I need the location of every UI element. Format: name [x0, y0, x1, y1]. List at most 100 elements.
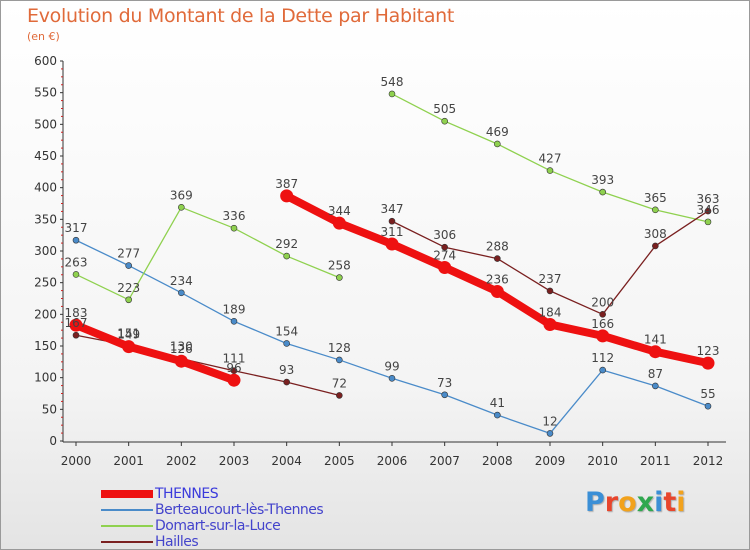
data-point	[543, 317, 557, 331]
chart-title: Evolution du Montant de la Dette par Hab…	[27, 5, 455, 27]
data-label: 274	[433, 248, 456, 262]
data-point	[596, 329, 610, 343]
data-point	[388, 90, 396, 98]
data-label: 393	[591, 173, 614, 187]
data-label: 200	[591, 295, 614, 309]
y-tick-label: 50	[42, 402, 57, 416]
x-tick-label: 2006	[377, 454, 408, 468]
data-label: 96	[226, 361, 241, 375]
data-label: 336	[223, 209, 246, 223]
data-point	[652, 242, 659, 250]
data-label: 346	[697, 203, 720, 217]
y-tick-label: 600	[34, 54, 57, 68]
data-label: 130	[170, 340, 193, 354]
data-label: 128	[328, 341, 351, 355]
data-label: 141	[644, 333, 667, 347]
data-point	[546, 430, 554, 437]
data-point	[283, 340, 290, 347]
data-label: 12	[542, 414, 557, 428]
y-tick-label: 200	[34, 307, 57, 321]
x-tick-label: 2007	[429, 454, 460, 468]
data-label: 123	[697, 344, 720, 358]
data-label: 93	[279, 363, 294, 377]
y-tick-label: 400	[34, 181, 57, 195]
data-label: 237	[539, 272, 562, 286]
legend-swatch	[101, 490, 153, 498]
y-tick-label: 350	[34, 212, 57, 226]
data-label: 236	[486, 273, 509, 287]
logo-letter: i	[654, 487, 664, 518]
series-line	[72, 321, 238, 385]
data-label: 258	[328, 259, 351, 273]
y-tick-label: 300	[34, 244, 57, 258]
data-label: 469	[486, 125, 509, 139]
data-point	[438, 260, 452, 274]
legend-label: THENNES	[155, 486, 219, 502]
data-label: 112	[591, 351, 614, 365]
data-point	[546, 167, 554, 174]
data-point	[490, 285, 504, 299]
data-label: 369	[170, 188, 193, 202]
data-label: 277	[117, 247, 140, 261]
y-tick-label: 250	[34, 276, 57, 290]
data-point	[494, 411, 501, 419]
data-label: 548	[381, 75, 404, 89]
data-label: 311	[381, 225, 404, 239]
y-tick-label: 550	[34, 86, 57, 100]
x-tick-label: 2000	[61, 454, 92, 468]
data-label: 183	[65, 306, 88, 320]
legend-label: Hailles	[155, 534, 199, 550]
data-label: 347	[381, 202, 404, 216]
data-label: 427	[539, 152, 562, 166]
data-label: 344	[328, 204, 351, 218]
data-point	[701, 356, 715, 370]
logo-letter: t	[663, 487, 677, 518]
data-point	[72, 331, 80, 339]
x-tick-label: 2008	[482, 454, 513, 468]
data-label: 99	[384, 359, 399, 373]
data-label: 263	[65, 255, 88, 269]
data-point	[704, 207, 712, 215]
data-point	[599, 188, 606, 196]
data-point	[652, 206, 659, 214]
data-label: 306	[433, 228, 456, 242]
data-point	[280, 189, 294, 203]
data-point	[283, 252, 290, 260]
data-point	[332, 216, 346, 230]
logo-letter: P	[585, 487, 605, 518]
x-tick-label: 2005	[324, 454, 355, 468]
x-tick-label: 2002	[166, 454, 197, 468]
data-point	[599, 311, 606, 318]
data-label: 72	[332, 376, 347, 390]
data-point	[122, 340, 136, 354]
legend-swatch	[101, 541, 153, 543]
data-label: 365	[644, 191, 667, 205]
data-point	[230, 317, 238, 325]
x-tick-label: 2011	[640, 454, 671, 468]
data-point	[178, 289, 185, 297]
data-point	[283, 378, 290, 386]
data-label: 151	[117, 326, 140, 340]
data-point	[494, 255, 501, 262]
legend-swatch	[101, 525, 153, 527]
data-label: 505	[433, 102, 456, 116]
x-tick-label: 2001	[113, 454, 144, 468]
logo-letter: r	[604, 487, 619, 518]
data-point	[178, 204, 185, 211]
data-label: 184	[539, 305, 562, 319]
data-point	[125, 262, 132, 269]
data-point	[227, 373, 241, 387]
data-point	[385, 237, 399, 251]
data-point	[652, 382, 659, 390]
data-label: 126	[170, 342, 193, 356]
x-tick-label: 2003	[219, 454, 250, 468]
data-label: 234	[170, 274, 193, 288]
legend-swatch	[101, 509, 153, 511]
data-point	[441, 243, 448, 251]
data-label: 154	[275, 324, 298, 338]
data-point	[494, 140, 501, 148]
data-point	[230, 224, 238, 232]
data-label: 73	[437, 376, 452, 390]
data-point	[72, 236, 80, 244]
